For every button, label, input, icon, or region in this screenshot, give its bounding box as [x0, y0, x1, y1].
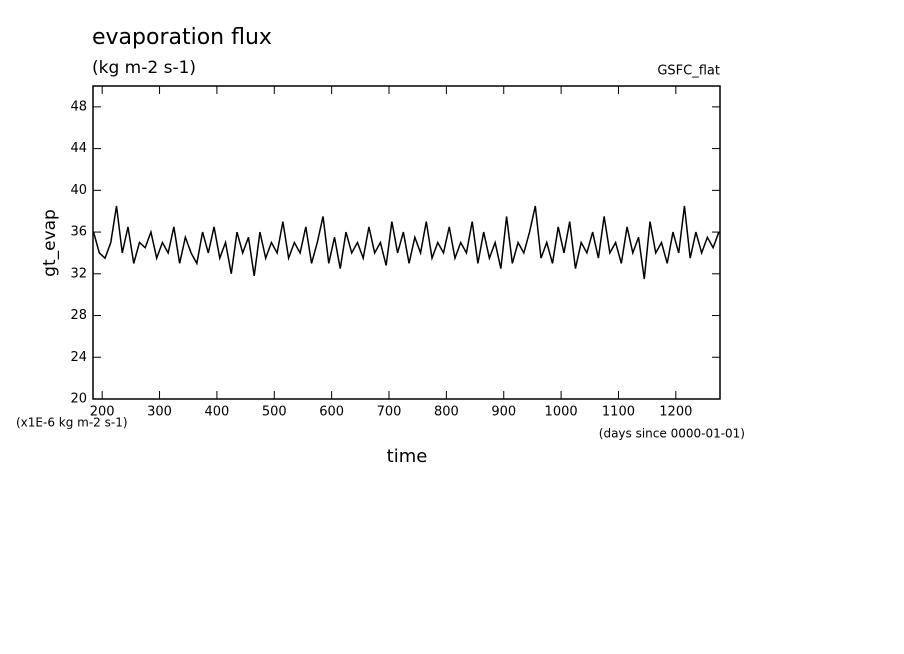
- y-tick-label: 44: [70, 141, 87, 156]
- x-tick-label: 1100: [602, 405, 635, 420]
- data-line: [92, 205, 720, 280]
- x-tick-label: 1200: [659, 405, 692, 420]
- x-unit: (days since 0000-01-01): [599, 427, 745, 441]
- x-tick-label: 700: [377, 405, 402, 420]
- x-axis-label: time: [387, 446, 428, 467]
- annotation: GSFC_flat: [657, 64, 720, 79]
- y-tick-label: 24: [70, 350, 87, 365]
- y-tick-label: 20: [70, 392, 87, 407]
- chart-title: evaporation flux: [92, 25, 272, 50]
- x-tick-label: 600: [319, 405, 344, 420]
- x-tick-label: 800: [434, 405, 459, 420]
- y-axis-label: gt_evap: [40, 209, 60, 277]
- x-tick-label: 300: [147, 405, 172, 420]
- x-tick-label: 900: [491, 405, 516, 420]
- y-tick-label: 28: [70, 308, 87, 323]
- y-tick-label: 36: [70, 225, 87, 240]
- y-unit: (x1E-6 kg m-2 s-1): [16, 416, 128, 430]
- x-tick-label: 400: [204, 405, 229, 420]
- chart-subtitle: (kg m-2 s-1): [92, 58, 196, 78]
- x-tick-label: 500: [262, 405, 287, 420]
- x-tick-label: 1000: [545, 405, 578, 420]
- y-tick-label: 48: [70, 99, 87, 114]
- x-tick-label: 200: [90, 405, 115, 420]
- y-tick-label: 32: [70, 266, 87, 281]
- plot-frame: [92, 85, 721, 400]
- y-tick-label: 40: [70, 183, 87, 198]
